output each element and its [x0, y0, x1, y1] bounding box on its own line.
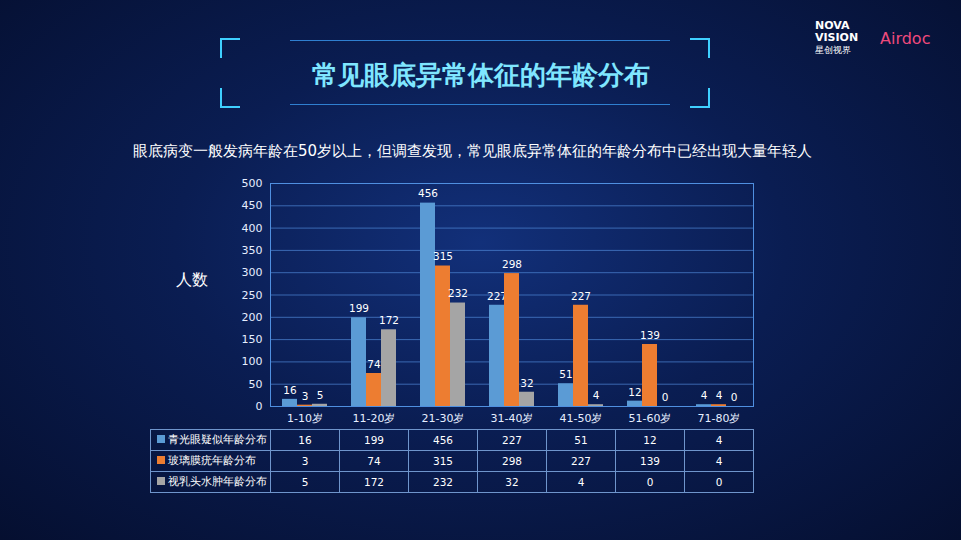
svg-text:300: 300	[242, 266, 263, 279]
svg-text:227: 227	[487, 289, 507, 302]
html-text:227: 227	[571, 455, 591, 467]
html-text:74: 74	[367, 455, 381, 467]
svg-text:3: 3	[302, 390, 309, 402]
html-text:Airdoc: Airdoc	[880, 29, 931, 48]
html-text:16: 16	[298, 434, 312, 446]
html-text:0: 0	[646, 476, 654, 488]
svg-text:315: 315	[433, 250, 453, 262]
svg-text:50: 50	[249, 378, 263, 391]
html-text:172: 172	[364, 476, 384, 488]
html-text:视乳头水肿年龄分布: 视乳头水肿年龄分布	[168, 475, 267, 487]
svg-text:31-40岁: 31-40岁	[491, 412, 534, 425]
svg-text:199: 199	[349, 302, 369, 314]
svg-text:0: 0	[731, 391, 738, 403]
html-text:227: 227	[502, 434, 522, 446]
svg-text:1-10岁: 1-10岁	[287, 412, 323, 425]
html-text:232: 232	[433, 476, 453, 488]
html-text:4: 4	[715, 455, 723, 467]
svg-text:71-80岁: 71-80岁	[698, 412, 741, 425]
svg-text:5: 5	[317, 389, 324, 401]
html-text:星创视界: 星创视界	[815, 45, 851, 55]
svg-text:450: 450	[242, 199, 263, 212]
svg-text:298: 298	[502, 258, 522, 270]
html-text:199: 199	[364, 434, 384, 446]
svg-text:100: 100	[242, 355, 263, 368]
svg-text:456: 456	[418, 187, 438, 199]
html-text:人数: 人数	[176, 270, 208, 289]
html-text:139: 139	[640, 455, 660, 467]
svg-text:32: 32	[520, 377, 533, 389]
html-text:眼底病变一般发病年龄在50岁以上，但调查发现，常见眼底异常体: 眼底病变一般发病年龄在50岁以上，但调查发现，常见眼底异常体征的年龄分布中已经出…	[133, 142, 813, 160]
html-text:NOVA VISION: NOVA VISION	[815, 19, 859, 44]
html-text:5: 5	[301, 476, 309, 488]
html-text:4: 4	[715, 434, 723, 446]
svg-text:74: 74	[367, 358, 381, 370]
svg-text:41-50岁: 41-50岁	[560, 412, 603, 425]
html-text:玻璃膜疣年龄分布: 玻璃膜疣年龄分布	[168, 454, 256, 466]
svg-text:227: 227	[571, 290, 591, 302]
svg-text:200: 200	[242, 311, 263, 324]
svg-text:0: 0	[662, 391, 669, 403]
svg-text:4: 4	[593, 389, 600, 401]
svg-text:150: 150	[242, 333, 263, 346]
svg-text:51: 51	[559, 368, 572, 380]
html-text:32: 32	[505, 476, 519, 488]
html-text:12: 12	[643, 434, 657, 446]
html-text:青光眼疑似年龄分布: 青光眼疑似年龄分布	[168, 433, 267, 445]
svg-text:51-60岁: 51-60岁	[629, 412, 672, 425]
svg-text:172: 172	[379, 314, 399, 326]
svg-text:16: 16	[283, 384, 297, 396]
html-text:298: 298	[502, 455, 522, 467]
svg-text:250: 250	[242, 289, 263, 302]
html-text:3: 3	[301, 455, 309, 467]
svg-text:400: 400	[242, 222, 263, 235]
html-text:4: 4	[577, 476, 585, 488]
svg-text:12: 12	[628, 386, 641, 398]
svg-text:0: 0	[256, 400, 263, 413]
html-text:315: 315	[433, 455, 453, 467]
svg-text:4: 4	[716, 389, 723, 401]
svg-text:11-20岁: 11-20岁	[353, 412, 396, 425]
svg-text:139: 139	[640, 329, 660, 341]
html-text:0: 0	[715, 476, 723, 488]
svg-text:500: 500	[242, 177, 263, 190]
html-text:常见眼底异常体征的年龄分布: 常见眼底异常体征的年龄分布	[311, 60, 650, 90]
svg-text:232: 232	[448, 287, 468, 299]
svg-text:21-30岁: 21-30岁	[422, 412, 465, 425]
svg-text:4: 4	[701, 389, 708, 401]
html-text:51: 51	[574, 434, 588, 446]
svg-text:350: 350	[242, 244, 263, 257]
html-text:456: 456	[433, 434, 453, 446]
